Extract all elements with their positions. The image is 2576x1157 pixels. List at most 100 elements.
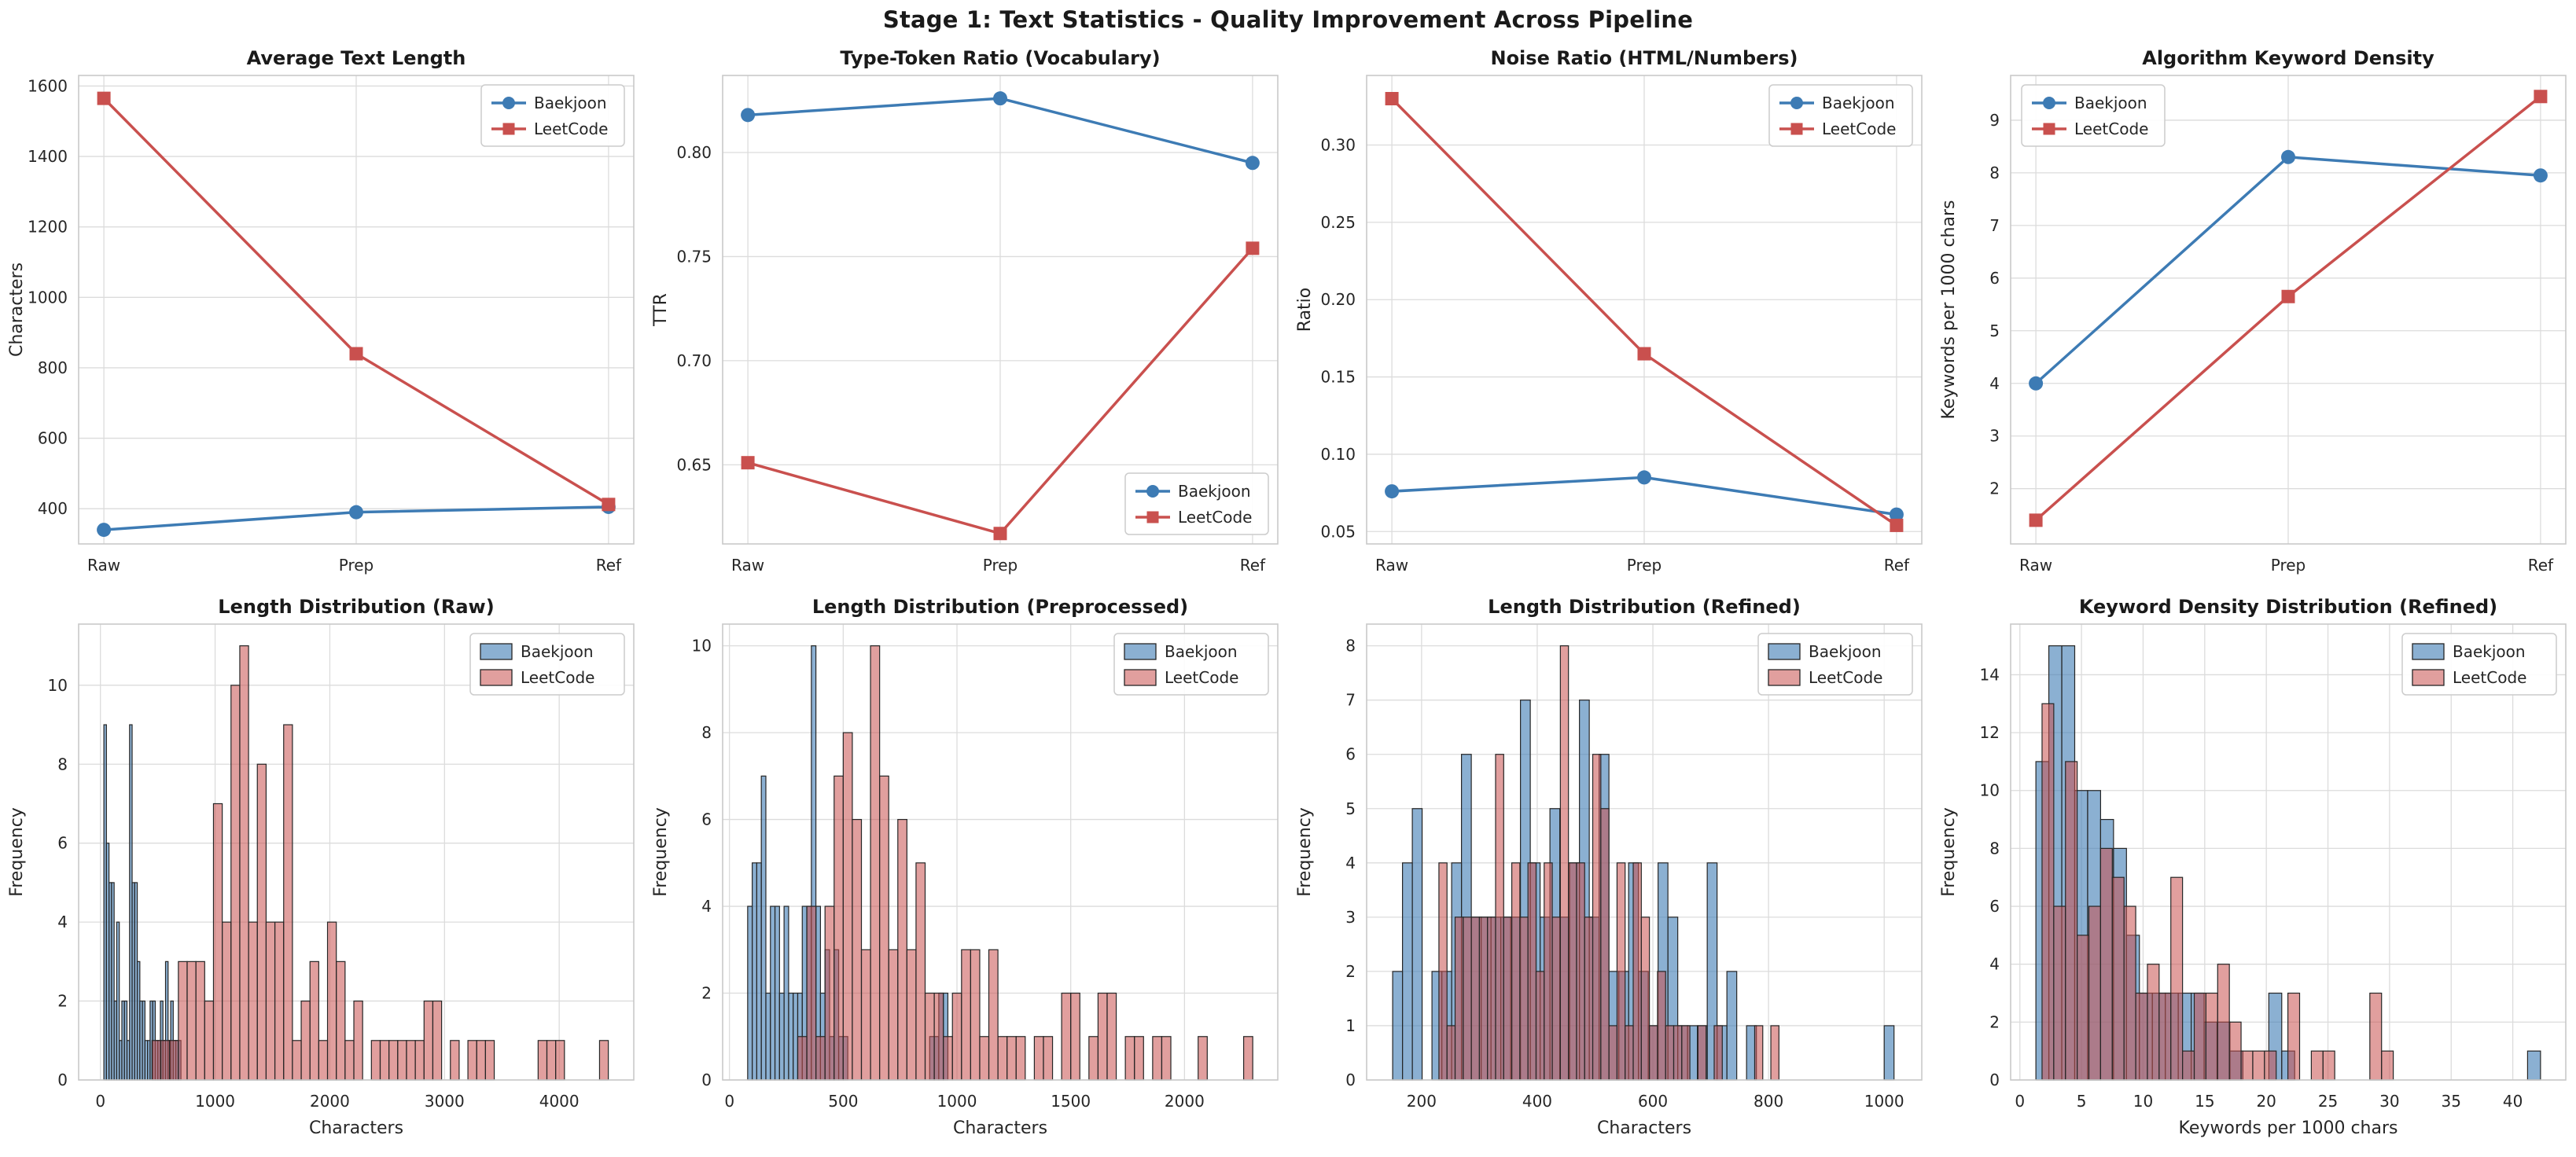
leetcode-bar [388,1040,399,1081]
leetcode-bar [860,949,871,1081]
baekjoon-bar [760,775,767,1081]
x-tick-label: Raw [87,556,120,575]
leetcode-bar [1697,1025,1707,1081]
x-tick-label: 400 [1522,1092,1552,1111]
y-tick-label: 0.70 [676,351,712,370]
baekjoon-series [1385,470,1904,522]
subplot-title: Noise Ratio (HTML/Numbers) [1490,47,1798,69]
x-tick-label: 1000 [937,1092,977,1111]
tick-labels: 0 2 4 6 8 10 0 1000 2000 3000 4000 [48,676,580,1111]
leetcode-bar [309,960,319,1081]
leetcode-bar [797,1036,808,1081]
x-tick-label: 2000 [310,1092,350,1111]
leetcode-bar [951,992,962,1081]
subplot-average-text-length: 400 600 800 1000 1200 1400 1600 Raw Prep Ref Avera… [0,0,644,578]
y-tick-label: 8 [1989,163,2000,182]
leetcode-bar [852,818,863,1081]
leetcode-bar [248,921,258,1081]
y-tick-label: 0.05 [1320,522,1356,541]
y-tick-label: 10 [692,637,712,656]
line-chart: 400 600 800 1000 1200 1400 1600 Raw Prep Ref Avera… [7,47,635,575]
x-tick-label: Prep [339,556,374,575]
leetcode-bar [988,949,999,1081]
y-tick-label: 0 [1989,1071,2000,1089]
legend-patch [1124,669,1157,686]
baekjoon-bar [1401,862,1413,1081]
x-tick-label: Prep [983,556,1018,575]
y-tick-label: 6 [701,810,712,829]
legend-box [480,84,625,147]
leetcode-marker [2534,90,2548,104]
leetcode-bar [915,862,926,1081]
histogram-chart: 0 2 4 6 8 10 12 14 0 5 10 15 20 25 30 35 40 Keyword Densi… [1939,596,2567,1138]
baekjoon-series [2029,149,2548,391]
leetcode-bar [842,732,853,1081]
baekjoon-bar [793,992,799,1081]
tick-labels: 0 2 4 6 8 10 0 500 1000 1500 2000 [692,637,1205,1111]
leetcode-bar [933,992,944,1081]
subplot-length-distribution-raw: 0 2 4 6 8 10 0 1000 2000 3000 4000 Length Distribut… [0,578,644,1157]
leetcode-bar [1681,1025,1691,1081]
y-tick-label: 8 [1345,637,1356,656]
leetcode-bar [1161,1036,1172,1081]
baekjoon-bar [778,992,785,1081]
baekjoon-series [741,91,1260,171]
leetcode-bar [2053,905,2066,1081]
legend-box [2021,84,2166,147]
leetcode-marker [1246,241,1260,255]
x-tick-label: 30 [2379,1092,2399,1111]
leetcode-bar [2228,1021,2242,1081]
plot-area [1392,645,1895,1081]
leetcode-bar [1134,1036,1144,1081]
y-tick-label: 1200 [28,218,68,237]
x-tick-label: 4000 [539,1092,580,1111]
leetcode-bar [1559,645,1570,1081]
leetcode-bar [1640,916,1650,1081]
x-tick-label: 1000 [195,1092,235,1111]
leetcode-bar [2077,935,2090,1081]
y-tick-label: 1600 [28,76,68,95]
leetcode-bar [546,1040,557,1081]
axes-frame [722,623,1279,1081]
line-chart: 0.05 0.10 0.15 0.20 0.25 0.30 Raw Prep Ref Noise … [1295,47,1923,575]
leetcode-bar [824,905,835,1081]
leetcode-bar [924,992,935,1081]
baekjoon-marker [741,108,756,123]
leetcode-bar [370,1040,381,1081]
x-tick-label: Ref [2528,556,2554,575]
baekjoon-bar [788,992,794,1081]
y-tick-label: 8 [1989,839,2000,858]
y-tick-label: 5 [1989,321,2000,340]
x-tick-label: 200 [1407,1092,1437,1111]
leetcode-bar [2170,876,2184,1081]
leetcode-series [97,91,616,512]
leetcode-bar [432,1000,443,1081]
plot-area [741,91,1260,541]
leetcode-marker [1385,92,1399,106]
y-axis-label: Frequency [7,807,27,897]
baekjoon-marker [1245,156,1260,171]
leetcode-bar [406,1040,416,1081]
baekjoon-bar [1411,808,1423,1081]
y-tick-label: 8 [57,755,68,773]
leetcode-bar [2240,1050,2254,1081]
y-tick-label: 6 [1989,897,2000,916]
leetcode-bar [239,645,249,1081]
x-tick-label: 1500 [1051,1092,1091,1111]
legend-label: LeetCode [2074,119,2148,138]
y-tick-label: 1400 [28,147,68,166]
plot-area [103,645,609,1081]
x-axis-label: Keywords per 1000 chars [2179,1118,2398,1138]
legend: Baekjoon LeetCode [1757,633,1913,696]
plot-area [2035,645,2541,1081]
leetcode-bar [1061,992,1072,1081]
leetcode-bar [1551,916,1561,1081]
leetcode-bar [1657,971,1666,1081]
leetcode-bars [2041,703,2394,1081]
y-tick-label: 3 [1989,427,2000,446]
x-tick-label: 600 [1638,1092,1668,1111]
leetcode-bar [256,763,267,1081]
leetcode-bar [537,1040,548,1081]
legend: Baekjoon LeetCode [469,633,625,696]
